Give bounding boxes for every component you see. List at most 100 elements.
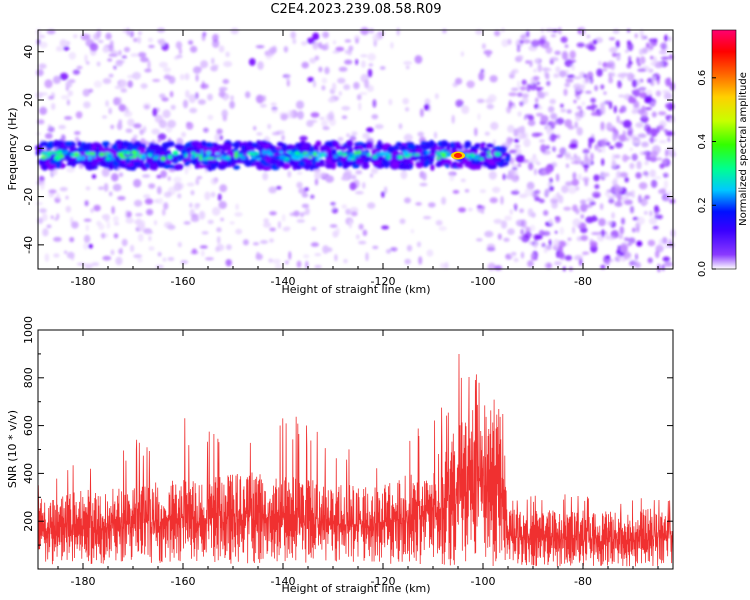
spectrogram-band-blob <box>401 144 406 151</box>
spectrogram-band-core <box>106 153 114 159</box>
spectrogram-band-core <box>234 151 239 155</box>
spectrogram-noise-blob <box>225 259 232 267</box>
spectrogram-noise-blob <box>631 194 635 198</box>
spectrogram-noise-blob <box>461 105 470 114</box>
spectrogram-noise-blob <box>143 194 151 199</box>
spectrogram-noise-blob <box>556 154 563 158</box>
spectrogram-noise-blob <box>538 229 545 237</box>
spectrogram-band-blob <box>284 164 291 168</box>
spectrogram-noise-blob <box>257 61 264 70</box>
spectrogram-noise-blob <box>349 182 357 191</box>
spectrogram-noise-blob <box>222 79 230 84</box>
spectrogram-noise-blob <box>296 171 303 175</box>
spectrogram-noise-blob <box>558 240 567 248</box>
spectrogram-noise-blob <box>70 252 75 261</box>
spectrogram-noise-blob <box>368 28 375 34</box>
spectrogram-noise-blob <box>616 115 620 124</box>
spectrogram-noise-blob <box>479 189 486 194</box>
spectrogram-noise-blob <box>543 210 549 216</box>
spectrogram-noise-blob <box>42 228 49 237</box>
spectrogram-noise-blob <box>517 126 523 134</box>
spectrogram-noise-blob <box>211 206 221 216</box>
spectrogram-band-core <box>128 156 133 159</box>
spectrogram-noise-blob <box>296 181 303 189</box>
spectrogram-band-core <box>140 154 147 157</box>
spectrogram-band-core <box>215 157 222 160</box>
spectrogram-noise-blob <box>76 65 83 70</box>
spectrogram-noise-blob <box>292 38 297 45</box>
spectrogram-band-core <box>347 156 352 161</box>
spectrogram-xtick-label: -160 <box>171 275 196 288</box>
spectrogram-noise-blob <box>511 178 518 182</box>
spectrogram-band-blob <box>344 159 352 167</box>
spectrogram-noise-blob <box>36 132 42 136</box>
spectrogram-noise-blob <box>564 60 568 66</box>
spectrogram-noise-blob <box>576 42 585 48</box>
spectrogram-noise-blob <box>372 33 381 42</box>
spectrogram-noise-blob <box>564 119 572 128</box>
spectrogram-noise-blob <box>298 188 307 194</box>
spectrogram-noise-blob <box>284 260 289 265</box>
spectrogram-noise-blob <box>617 73 627 78</box>
spectrogram-noise-blob <box>263 218 270 223</box>
spectrogram-band-core <box>160 156 166 162</box>
spectrogram-noise-blob <box>91 262 100 266</box>
spectrogram-noise-blob <box>552 194 559 199</box>
spectrogram-noise-blob <box>399 218 406 225</box>
spectrogram-noise-blob <box>194 92 199 100</box>
spectrogram-noise-blob <box>555 173 560 182</box>
spectrogram-noise-blob <box>645 153 651 162</box>
spectrogram-band-core <box>361 152 367 155</box>
spectrogram-noise-blob <box>613 105 617 114</box>
spectrogram-noise-blob <box>256 251 260 260</box>
spectrogram-noise-blob <box>39 92 48 96</box>
spectrogram-noise-blob <box>573 99 577 104</box>
spectrogram-noise-blob <box>567 186 577 194</box>
spectrogram-band-blob <box>134 161 142 166</box>
spectrogram-noise-blob <box>48 189 57 194</box>
spectrogram-noise-blob <box>96 61 101 67</box>
spectrogram-noise-blob <box>344 39 352 43</box>
spectrogram-noise-blob <box>125 106 129 114</box>
spectrogram-noise-blob <box>111 206 115 215</box>
spectrogram-band-core <box>167 154 173 160</box>
spectrogram-noise-blob <box>288 251 292 260</box>
spectrogram-ytick-label: 20 <box>22 93 35 107</box>
spectrogram-noise-blob <box>614 256 621 261</box>
spectrogram-noise-blob <box>230 95 234 101</box>
spectrogram-noise-blob <box>530 253 535 260</box>
spectrogram-noise-blob <box>480 69 484 73</box>
spectrogram-noise-blob <box>56 213 60 219</box>
spectrogram-noise-blob <box>643 123 651 132</box>
spectrogram-band-core <box>135 152 140 157</box>
spectrogram-noise-blob <box>155 264 164 269</box>
spectrogram-band-core <box>425 151 431 155</box>
spectrogram-noise-blob <box>63 46 70 51</box>
spectrogram-noise-blob <box>83 234 91 243</box>
spectrogram-noise-blob <box>189 202 193 208</box>
spectrogram-noise-blob <box>576 106 582 110</box>
spectrogram-noise-blob <box>207 93 213 101</box>
spectrogram-band-core <box>355 154 360 158</box>
spectrogram-band-blob <box>332 148 337 154</box>
spectrogram-band-blob <box>196 164 205 169</box>
spectrogram-noise-blob <box>571 59 576 63</box>
spectrogram-band-blob <box>220 160 228 165</box>
spectrogram-band-blob <box>191 157 198 165</box>
spectrogram-noise-blob <box>554 50 561 55</box>
spectrogram-noise-blob <box>580 235 588 241</box>
spectrogram-band-blob <box>305 164 310 171</box>
spectrogram-noise-blob <box>553 261 562 266</box>
spectrogram-noise-blob <box>322 126 330 131</box>
spectrogram-noise-blob <box>602 145 606 154</box>
spectrogram-noise-blob <box>637 86 647 92</box>
spectrogram-band-blob <box>244 160 253 167</box>
spectrogram-band-core <box>58 150 63 155</box>
spectrogram-noise-blob <box>160 170 168 179</box>
spectrogram-noise-blob <box>572 226 576 234</box>
spectrogram-noise-blob <box>173 176 182 184</box>
spectrogram-noise-blob <box>200 83 209 89</box>
spectrogram-band-blob <box>457 144 463 150</box>
spectrogram-noise-blob <box>599 102 606 111</box>
spectrogram-noise-blob <box>524 114 534 118</box>
